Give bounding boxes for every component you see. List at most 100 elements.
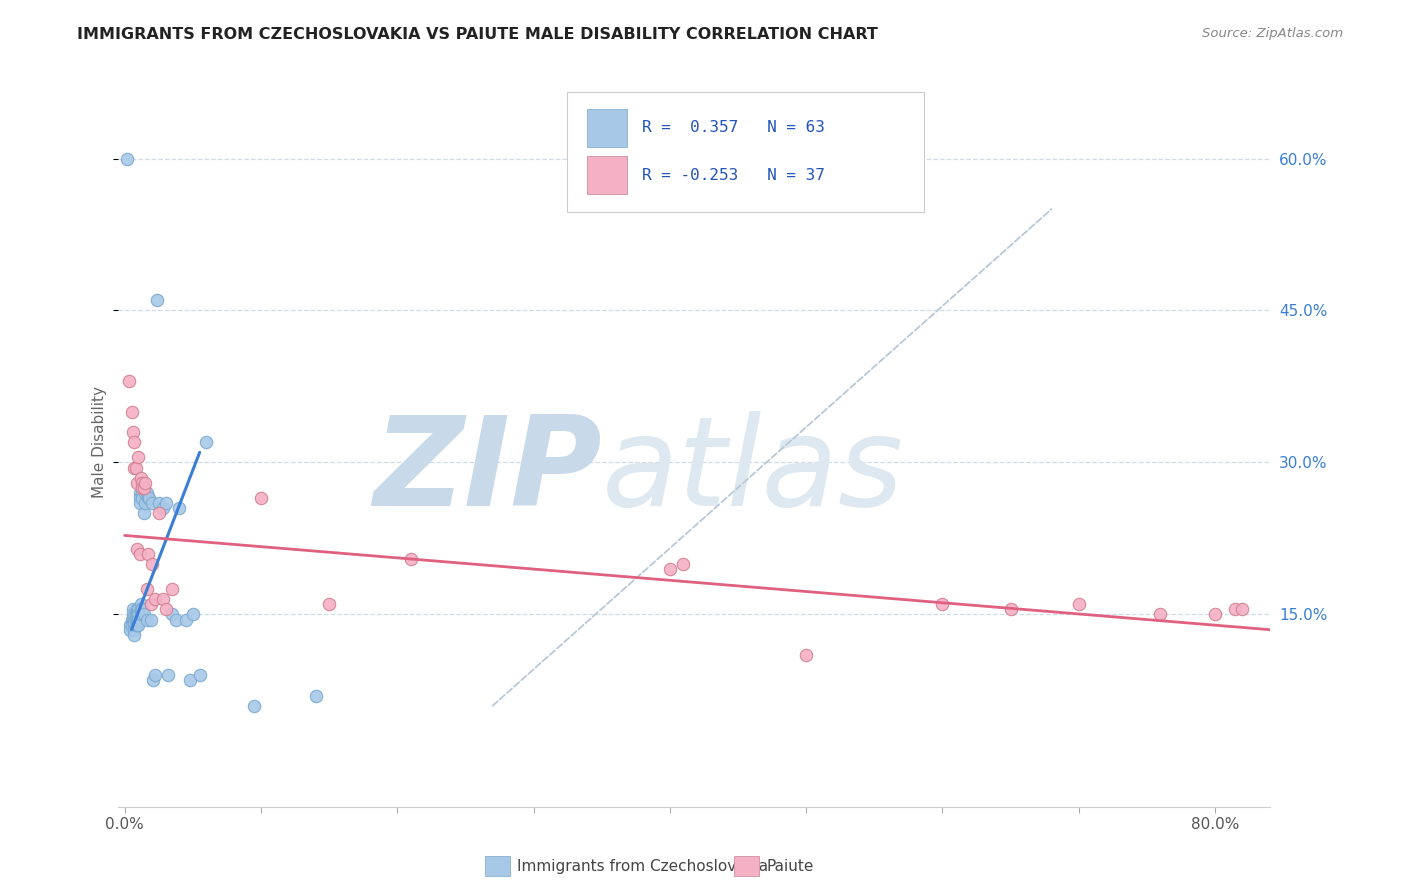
Point xyxy=(127,607,149,622)
Point xyxy=(120,617,142,632)
Point xyxy=(124,607,146,622)
Point xyxy=(142,673,165,688)
Point xyxy=(931,598,953,612)
Point xyxy=(1232,602,1254,616)
Text: IMMIGRANTS FROM CZECHOSLOVAKIA VS PAIUTE MALE DISABILITY CORRELATION CHART: IMMIGRANTS FROM CZECHOSLOVAKIA VS PAIUTE… xyxy=(77,27,879,42)
Point xyxy=(129,602,152,616)
Text: R = -0.253   N = 37: R = -0.253 N = 37 xyxy=(643,168,825,183)
Point xyxy=(1225,602,1247,616)
Text: Immigrants from Czechoslovakia: Immigrants from Czechoslovakia xyxy=(517,859,769,873)
Point xyxy=(195,435,218,450)
Point xyxy=(125,617,148,632)
Point xyxy=(117,152,139,166)
Point xyxy=(132,607,155,622)
Text: R =  0.357   N = 63: R = 0.357 N = 63 xyxy=(643,120,825,136)
Point xyxy=(672,557,695,571)
Point xyxy=(122,435,145,450)
Point xyxy=(157,668,180,682)
Point xyxy=(148,506,170,520)
Point xyxy=(131,486,153,500)
Point xyxy=(121,613,143,627)
Point xyxy=(125,606,148,620)
Point xyxy=(127,602,149,616)
FancyBboxPatch shape xyxy=(567,92,924,212)
Point xyxy=(122,425,145,439)
Point xyxy=(135,582,157,596)
Point xyxy=(127,613,149,627)
Point xyxy=(124,617,146,632)
Point xyxy=(134,475,156,490)
Point xyxy=(188,668,211,682)
Point xyxy=(128,496,150,510)
Point xyxy=(118,375,141,389)
Point xyxy=(124,460,146,475)
Point xyxy=(125,613,148,627)
Point xyxy=(162,582,184,596)
Text: ZIP: ZIP xyxy=(373,411,602,532)
Point xyxy=(122,623,145,637)
Point xyxy=(121,617,143,632)
Point xyxy=(155,602,177,616)
Point xyxy=(179,673,201,688)
Point xyxy=(128,486,150,500)
Point xyxy=(162,607,184,622)
Point xyxy=(120,623,142,637)
Point xyxy=(141,557,163,571)
Point xyxy=(131,475,153,490)
Point xyxy=(122,617,145,632)
Point xyxy=(138,491,160,505)
Text: Paiute: Paiute xyxy=(766,859,814,873)
Bar xyxy=(586,109,627,147)
Point xyxy=(122,615,145,629)
Text: atlas: atlas xyxy=(602,411,904,532)
Point xyxy=(658,562,681,576)
Point xyxy=(143,668,166,682)
Point xyxy=(167,501,190,516)
Point xyxy=(122,609,145,624)
Point xyxy=(318,598,340,612)
Point xyxy=(181,607,204,622)
Point xyxy=(136,547,159,561)
Point xyxy=(243,698,266,713)
Y-axis label: Male Disability: Male Disability xyxy=(93,386,107,499)
Point xyxy=(122,602,145,616)
Point xyxy=(132,506,155,520)
Point xyxy=(131,602,153,616)
Point xyxy=(127,609,149,624)
Point xyxy=(135,486,157,500)
Point xyxy=(399,551,422,566)
Point xyxy=(124,613,146,627)
Point xyxy=(155,496,177,510)
Point xyxy=(131,481,153,495)
Point xyxy=(143,592,166,607)
Point xyxy=(129,598,152,612)
Point xyxy=(148,496,170,510)
Point xyxy=(135,613,157,627)
Point xyxy=(125,609,148,624)
Text: Source: ZipAtlas.com: Source: ZipAtlas.com xyxy=(1202,27,1343,40)
Point xyxy=(794,648,817,662)
Point xyxy=(152,501,174,516)
Point xyxy=(1067,598,1090,612)
Point xyxy=(127,450,149,465)
Point xyxy=(129,607,152,622)
Point xyxy=(136,491,159,505)
Point xyxy=(250,491,273,505)
Point xyxy=(146,293,169,308)
Point xyxy=(166,613,188,627)
Point xyxy=(131,491,153,505)
Point xyxy=(125,475,148,490)
Point xyxy=(122,628,145,642)
Point xyxy=(1204,607,1226,622)
Point xyxy=(1000,602,1022,616)
Point xyxy=(1149,607,1171,622)
Point xyxy=(122,613,145,627)
Point xyxy=(134,496,156,510)
Point xyxy=(139,613,162,627)
Point xyxy=(139,598,162,612)
Point xyxy=(132,481,155,495)
Point xyxy=(124,609,146,624)
Point xyxy=(141,496,163,510)
Point xyxy=(127,617,149,632)
Point xyxy=(304,689,326,703)
